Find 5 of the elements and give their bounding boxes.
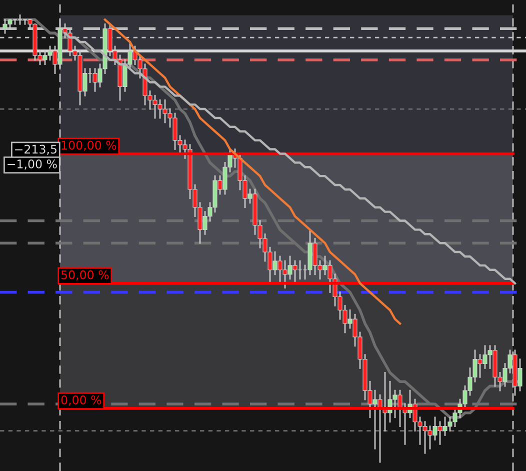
annotation: 0,00 %	[61, 395, 102, 406]
annotation: 100,00 %	[62, 140, 116, 151]
annotation: −213,5	[15, 144, 56, 155]
annotation: 50,00 %	[61, 270, 109, 280]
annotation: −1,00 %	[8, 159, 57, 170]
